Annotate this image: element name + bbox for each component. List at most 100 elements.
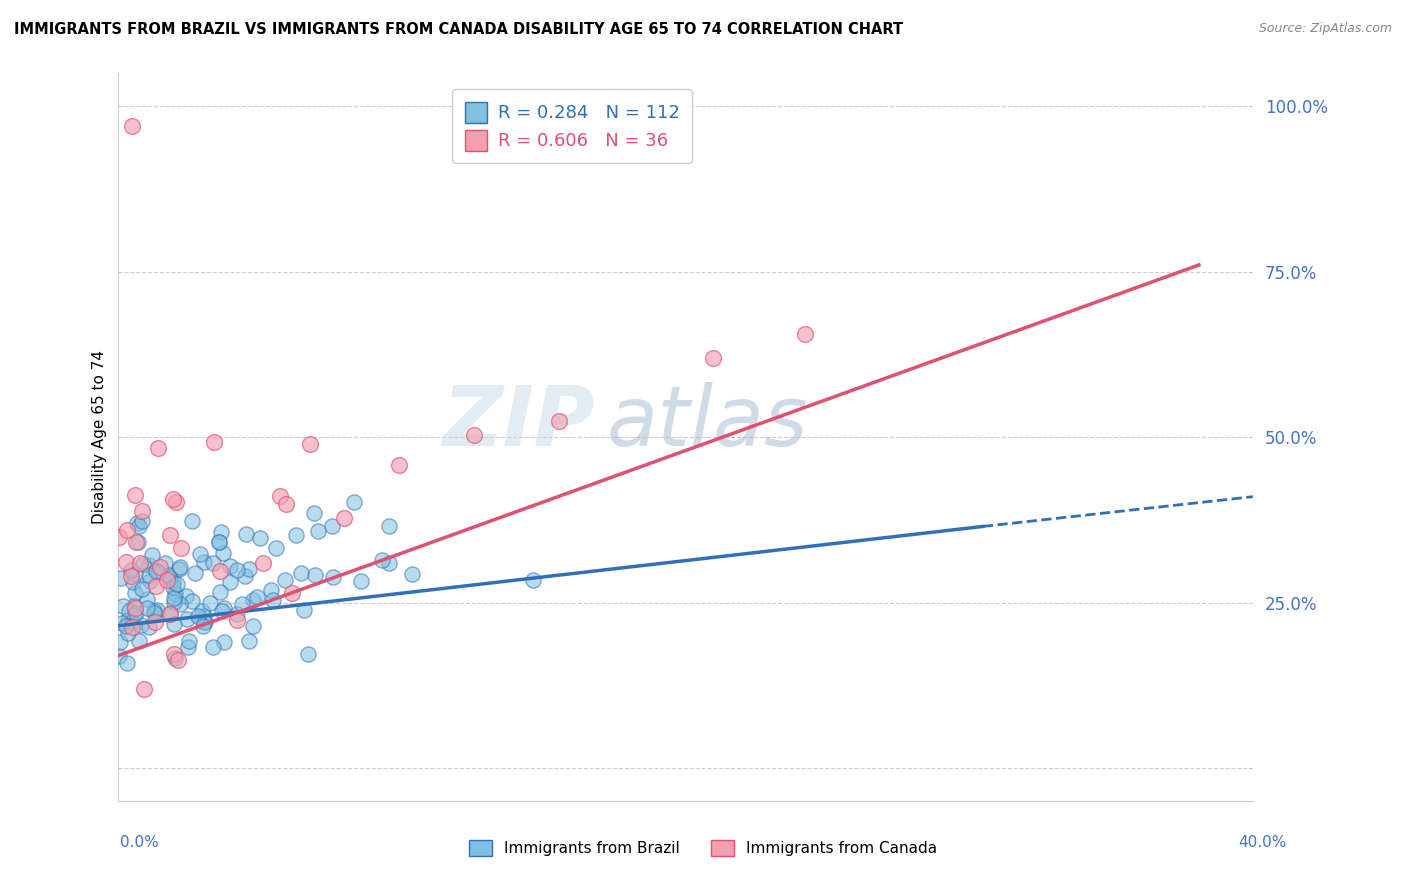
Text: atlas: atlas bbox=[606, 382, 808, 463]
Point bbox=[177, 634, 200, 648]
Point bbox=[115, 656, 138, 670]
Point bbox=[138, 568, 160, 582]
Point bbox=[162, 491, 184, 506]
Point bbox=[226, 607, 249, 621]
Point bbox=[211, 604, 233, 618]
Point bbox=[163, 617, 186, 632]
Point bbox=[202, 556, 225, 570]
Point bbox=[463, 427, 485, 442]
Point bbox=[159, 606, 181, 620]
Point bbox=[121, 620, 143, 634]
Point bbox=[125, 516, 148, 530]
Point bbox=[149, 559, 172, 574]
Point bbox=[108, 648, 131, 663]
Point bbox=[193, 615, 215, 629]
Point bbox=[211, 546, 233, 560]
Point bbox=[128, 556, 150, 570]
Point bbox=[124, 488, 146, 502]
Point bbox=[198, 596, 221, 610]
Point bbox=[194, 615, 217, 629]
Point bbox=[548, 414, 571, 428]
Point bbox=[176, 640, 198, 654]
Point bbox=[176, 611, 198, 625]
Point bbox=[131, 582, 153, 597]
Point bbox=[193, 608, 215, 623]
Point bbox=[285, 527, 308, 541]
Point bbox=[143, 615, 166, 629]
Point bbox=[183, 566, 205, 581]
Legend: R = 0.284   N = 112, R = 0.606   N = 36: R = 0.284 N = 112, R = 0.606 N = 36 bbox=[453, 89, 692, 163]
Point bbox=[111, 616, 134, 631]
Point bbox=[321, 519, 343, 533]
Point bbox=[141, 548, 163, 562]
Point bbox=[212, 601, 235, 615]
Point bbox=[124, 567, 146, 582]
Point bbox=[794, 327, 817, 342]
Point bbox=[169, 597, 191, 611]
Point bbox=[163, 591, 186, 605]
Point bbox=[131, 557, 153, 571]
Point bbox=[107, 530, 129, 544]
Point bbox=[188, 547, 211, 561]
Point bbox=[298, 437, 321, 451]
Point bbox=[121, 615, 143, 630]
Point bbox=[156, 573, 179, 587]
Point bbox=[120, 569, 142, 583]
Point bbox=[208, 535, 231, 549]
Point bbox=[225, 613, 247, 627]
Point bbox=[120, 564, 142, 578]
Point bbox=[343, 495, 366, 509]
Point bbox=[159, 571, 181, 585]
Point bbox=[242, 618, 264, 632]
Point bbox=[242, 592, 264, 607]
Point bbox=[252, 556, 274, 570]
Point bbox=[157, 568, 180, 582]
Point bbox=[170, 541, 193, 555]
Point bbox=[129, 618, 152, 632]
Point bbox=[121, 119, 143, 133]
Point bbox=[124, 585, 146, 599]
Point bbox=[378, 519, 401, 533]
Point bbox=[201, 640, 224, 654]
Point bbox=[127, 534, 149, 549]
Point bbox=[290, 566, 312, 580]
Point bbox=[702, 351, 724, 365]
Point bbox=[132, 681, 155, 696]
Point bbox=[208, 564, 231, 578]
Point bbox=[110, 571, 132, 585]
Point bbox=[128, 519, 150, 533]
Point bbox=[304, 568, 326, 582]
Text: 0.0%: 0.0% bbox=[120, 836, 159, 850]
Point bbox=[131, 514, 153, 528]
Point bbox=[142, 606, 165, 620]
Point bbox=[209, 525, 232, 540]
Point bbox=[274, 573, 297, 587]
Point bbox=[114, 555, 136, 569]
Point bbox=[238, 562, 260, 576]
Point bbox=[371, 553, 394, 567]
Point bbox=[135, 600, 157, 615]
Point bbox=[142, 604, 165, 618]
Point bbox=[202, 435, 225, 450]
Point bbox=[148, 441, 170, 455]
Point bbox=[260, 582, 283, 597]
Point bbox=[167, 561, 190, 575]
Point bbox=[350, 574, 373, 589]
Point bbox=[122, 599, 145, 613]
Point bbox=[193, 555, 215, 569]
Point bbox=[214, 634, 236, 648]
Point bbox=[219, 574, 242, 589]
Point bbox=[145, 579, 167, 593]
Point bbox=[131, 504, 153, 518]
Point bbox=[322, 569, 344, 583]
Point bbox=[169, 560, 191, 574]
Point bbox=[163, 587, 186, 601]
Point bbox=[302, 507, 325, 521]
Point bbox=[111, 599, 134, 613]
Point bbox=[166, 577, 188, 591]
Point bbox=[246, 590, 269, 604]
Point bbox=[146, 603, 169, 617]
Point bbox=[167, 653, 190, 667]
Point bbox=[235, 526, 257, 541]
Point bbox=[187, 609, 209, 624]
